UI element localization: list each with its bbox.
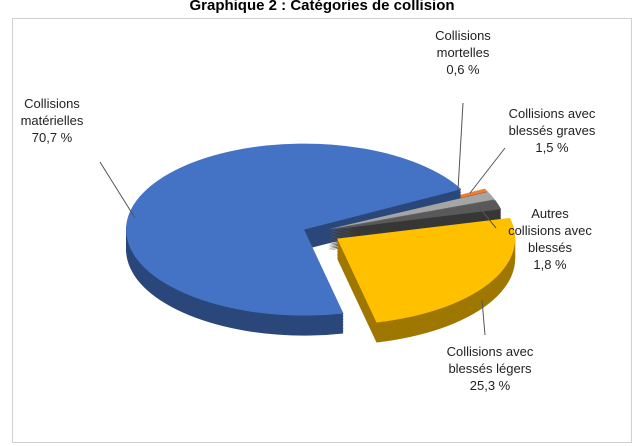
pie-slice [126,143,462,336]
leader-line [457,102,464,191]
leader-line [477,205,497,229]
label-line: blessés légers [448,361,532,376]
data-label-category: Collisions avec blessés graves [509,106,596,138]
slice-top [337,217,516,323]
data-label-value: 1,8 % [533,257,567,272]
label-line: matérielles [21,113,84,128]
data-label-value: 1,5 % [535,140,569,155]
label-line: blessés [528,240,573,255]
leader-line [469,147,506,194]
data-label-value: 0,6 % [446,62,480,77]
data-label-category: Collisions avec blessés légers [447,344,534,376]
slice-top [126,143,462,316]
data-label-category: Autres collisions avec blessés [508,206,592,255]
label-line: collisions avec [508,223,592,238]
label-line: Autres [531,206,569,221]
data-label-category: Collisions matérielles [21,96,84,128]
data-label-category: Collisions mortelles [435,28,491,60]
pie-slice [337,217,516,343]
data-label-value: 70,7 % [32,130,73,145]
label-line: mortelles [437,45,490,60]
leader-line [481,299,486,336]
label-line: Collisions avec [447,344,534,359]
chart-title: Graphique 2 : Catégories de collision [189,0,454,14]
label-line: Collisions [24,96,80,111]
label-line: Collisions [435,28,491,43]
slice-top [328,199,502,231]
leader-line [99,161,136,219]
label-line: blessés graves [509,123,596,138]
data-label-value: 25,3 % [470,378,511,393]
slice-top [327,191,495,230]
label-line: Collisions avec [509,106,596,121]
